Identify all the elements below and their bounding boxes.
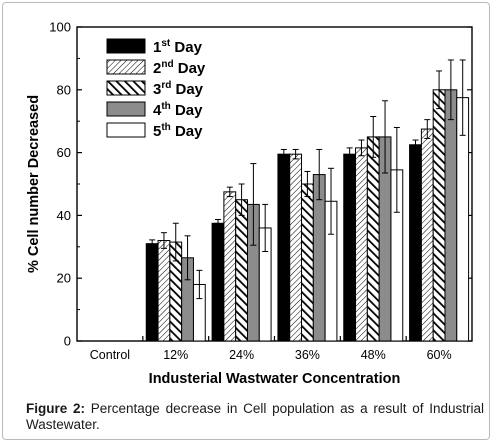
bar-chart: 0 20 40 60 80 100 Control 12% 24% 36% 48% 60% 1st Da…	[26, 20, 473, 387]
caption-text: Percentage decrease in Cell population a…	[26, 401, 484, 432]
legend-label: 1st Day	[153, 38, 203, 56]
bar	[366, 136, 380, 342]
x-tick-label: 60%	[427, 348, 452, 362]
bar	[420, 128, 434, 342]
legend-label: 4th Day	[153, 101, 203, 119]
legend-swatch	[106, 101, 146, 117]
bar	[211, 222, 225, 342]
bar	[432, 89, 446, 342]
bar	[235, 199, 248, 342]
bar	[277, 153, 291, 342]
caption-label: Figure 2:	[26, 401, 86, 416]
x-tick-label: Control	[90, 348, 130, 362]
bar	[343, 153, 357, 342]
bar	[301, 183, 314, 342]
x-tick-label: 24%	[229, 348, 254, 362]
bar	[223, 191, 237, 342]
x-tick-label: 36%	[295, 348, 320, 362]
y-tick-label: 100	[49, 20, 71, 35]
legend-swatch	[106, 80, 146, 96]
bar	[444, 89, 458, 342]
x-tick-label: 48%	[361, 348, 386, 362]
legend-label: 3rd Day	[153, 80, 204, 98]
x-axis-title: Industerial Wastwater Concentration	[149, 371, 401, 387]
y-tick-label: 60	[57, 145, 71, 160]
bar	[289, 153, 303, 342]
y-tick-label: 0	[64, 334, 71, 349]
y-axis-title: % Cell number Decreased	[26, 95, 42, 273]
figure-caption: Figure 2: Percentage decrease in Cell po…	[26, 401, 484, 433]
legend-swatch	[106, 59, 146, 75]
y-tick-label: 80	[57, 82, 71, 97]
y-tick-label: 40	[57, 208, 71, 223]
y-tick-label: 20	[57, 271, 71, 286]
bar	[409, 144, 422, 342]
bar	[355, 147, 368, 342]
legend-label: 2nd Day	[153, 59, 206, 77]
legend-label: 5th Day	[153, 122, 203, 140]
bar	[157, 240, 171, 342]
x-tick-label: 12%	[163, 348, 188, 362]
bar	[145, 243, 159, 342]
legend-swatch	[106, 38, 146, 54]
legend-swatch	[106, 122, 146, 138]
